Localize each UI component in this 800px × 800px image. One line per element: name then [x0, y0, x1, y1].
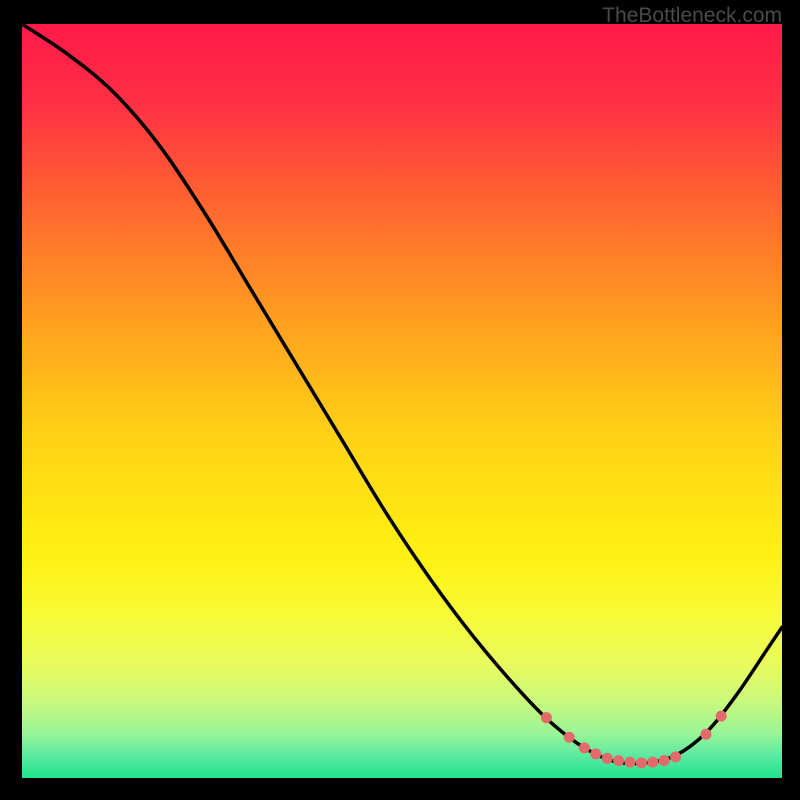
watermark-text: TheBottleneck.com	[602, 4, 782, 28]
data-marker	[647, 757, 658, 768]
data-marker	[625, 757, 636, 768]
data-marker	[659, 755, 670, 766]
bottleneck-curve	[22, 24, 782, 764]
data-marker	[602, 753, 613, 764]
data-marker	[579, 742, 590, 753]
curve-layer	[22, 24, 782, 778]
data-marker	[590, 748, 601, 759]
plot-area	[22, 24, 782, 778]
data-marker	[670, 751, 681, 762]
data-marker	[716, 711, 727, 722]
data-marker	[701, 729, 712, 740]
data-marker	[564, 732, 575, 743]
data-marker	[636, 757, 647, 768]
data-marker	[613, 755, 624, 766]
data-marker	[541, 712, 552, 723]
